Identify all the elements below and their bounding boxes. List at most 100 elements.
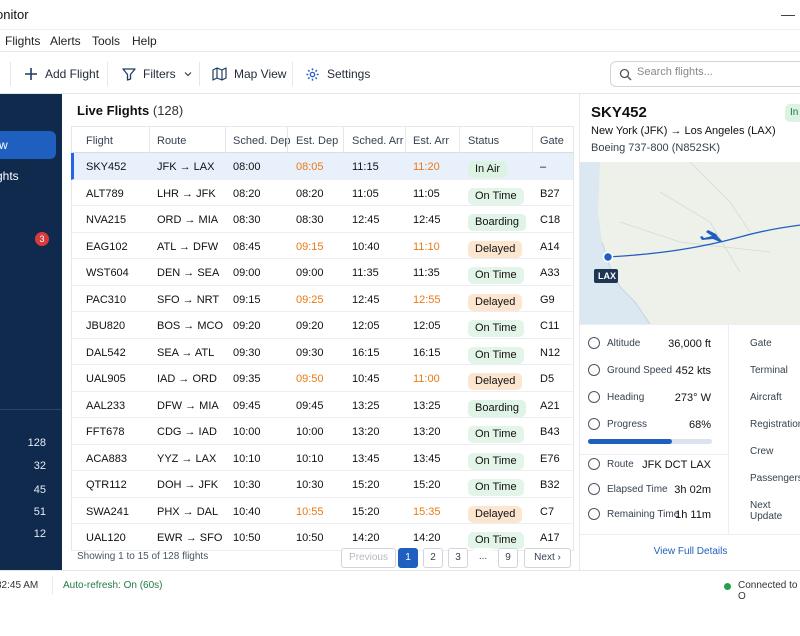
table-row[interactable]: AAL233 DFW → MIA 09:45 09:45 13:25 13:25 Board…	[71, 391, 574, 418]
cell-edep: 10:50	[296, 532, 324, 544]
sidebar-item-flights[interactable]: ghts	[0, 162, 56, 190]
settings-label: Settings	[327, 67, 371, 81]
next-button[interactable]: Next ›	[524, 548, 571, 568]
page-3-button[interactable]: 3	[448, 548, 468, 568]
detail-label-aircraft: Aircraft	[750, 392, 782, 403]
previous-button[interactable]: Previous	[341, 548, 396, 568]
page-9-button[interactable]: 9	[498, 548, 518, 568]
settings-button[interactable]: Settings	[305, 62, 370, 86]
view-full-details-link[interactable]: View Full Details	[653, 546, 728, 557]
col-gate[interactable]: Gate	[540, 135, 564, 147]
col-est-dep[interactable]: Est. Dep	[296, 135, 339, 147]
stat-label: Route	[607, 459, 634, 470]
search-box[interactable]	[610, 61, 800, 87]
cell-earr: 14:20	[413, 532, 441, 544]
plus-icon	[25, 68, 37, 80]
cell-earr: 11:10	[413, 240, 440, 253]
sidebar-count: 51	[33, 506, 46, 518]
status-pill: Delayed	[468, 505, 523, 523]
sidebar-item-alerts[interactable]: s	[0, 194, 56, 222]
table-row[interactable]: DAL542 SEA → ATL 09:30 09:30 16:15 16:15 On Ti…	[71, 338, 574, 365]
page-ellipsis: ...	[473, 548, 493, 568]
stat-progress: Progress 68%	[588, 418, 718, 433]
table-row[interactable]: UAL905 IAD → ORD 09:35 09:50 10:45 11:00 Delay…	[71, 365, 574, 392]
col-status[interactable]: Status	[468, 135, 500, 147]
sidebar: w ghts s 3 128 32 45 51 12	[0, 94, 62, 570]
cell-gate: G9	[540, 293, 555, 306]
stat-label: Ground Speed	[607, 365, 673, 376]
add-flight-button[interactable]: Add Flight	[24, 62, 99, 86]
cell-earr: 15:20	[413, 479, 441, 491]
col-route[interactable]: Route	[157, 135, 187, 147]
minimize-button[interactable]: —	[781, 6, 795, 22]
flight-map[interactable]: LAX	[580, 162, 800, 324]
cell-earr: 13:45	[413, 452, 441, 465]
page-1-button[interactable]: 1	[398, 548, 418, 568]
stat-value: 273° W	[674, 392, 711, 404]
cell-earr: 12:05	[413, 320, 441, 332]
status-pill: On Time	[468, 267, 524, 284]
table-row[interactable]: QTR112 DOH → JFK 10:30 10:30 15:20 15:20 On Ti…	[71, 471, 574, 498]
col-est-arr[interactable]: Est. Arr	[413, 135, 450, 147]
map-graphic	[580, 162, 800, 324]
cell-edep: 10:55	[296, 505, 324, 518]
stopwatch-icon	[588, 483, 600, 495]
toolbar-divider	[10, 62, 11, 86]
cell-edep: 09:50	[296, 373, 324, 385]
stat-label: Progress	[607, 419, 648, 430]
col-flight[interactable]: Flight	[86, 135, 113, 147]
filters-button[interactable]: Filters	[122, 62, 193, 86]
connected-dot-icon	[724, 583, 731, 590]
detail-label-gate: Gate	[750, 338, 772, 349]
table-row[interactable]: ALT789 LHR → JFK 08:20 08:20 11:05 11:05 On Ti…	[71, 179, 574, 206]
stat-elapsed-time: Elapsed Time 3h 02m	[588, 483, 718, 498]
search-input[interactable]	[637, 66, 787, 78]
menu-help[interactable]: Help	[132, 34, 157, 48]
cell-edep: 09:25	[296, 293, 324, 306]
cell-sarr: 13:20	[352, 426, 380, 438]
table-row[interactable]: SWA241 PHX → DAL 10:40 10:55 15:20 15:35 Delay…	[71, 497, 574, 524]
table-row[interactable]: NVA215 ORD → MIA 08:30 08:30 12:45 12:45 Board…	[71, 206, 574, 233]
flight-count: (128)	[152, 103, 184, 118]
sidebar-item-overview[interactable]: w	[0, 131, 56, 159]
table-row[interactable]: EAG102 ATL → DFW 08:45 09:15 10:40 11:10 Delay…	[71, 232, 574, 259]
map-view-button[interactable]: Map View	[212, 62, 286, 86]
menu-alerts[interactable]: Alerts	[50, 34, 81, 48]
detail-label-terminal: Terminal	[750, 365, 788, 376]
speed-icon	[588, 364, 600, 376]
menu-flights[interactable]: Flights	[5, 34, 41, 48]
table-row[interactable]: SKY452 JFK → LAX 08:00 08:05 11:15 11:20 In Ai…	[71, 153, 574, 180]
cell-earr: 16:15	[413, 346, 441, 359]
table-row[interactable]: UAL120 EWR → SFO 10:50 10:50 14:20 14:20 On Ti…	[71, 524, 574, 551]
status-bar: 32:45 AM Auto-refresh: On (60s) Connecte…	[0, 570, 800, 602]
sidebar-count: 45	[33, 484, 46, 496]
table-row[interactable]: WST604 DEN → SEA 09:00 09:00 11:35 11:35 On Ti…	[71, 259, 574, 286]
cell-edep: 10:00	[296, 426, 324, 438]
cell-gate: B43	[540, 426, 560, 438]
table-row[interactable]: PAC310 SFO → NRT 09:15 09:25 12:45 12:55 Delay…	[71, 285, 574, 312]
cell-gate: –	[540, 161, 547, 173]
table-row[interactable]: ACA883 YYZ → LAX 10:10 10:10 13:45 13:45 On Ti…	[71, 444, 574, 471]
cell-gate: C18	[540, 214, 561, 226]
status-pill: Boarding	[468, 399, 527, 417]
page-2-button[interactable]: 2	[423, 548, 443, 568]
col-sched-arr[interactable]: Sched. Arr	[352, 135, 404, 147]
stat-label: Remaining Time	[607, 509, 680, 520]
table-row[interactable]: JBU820 BOS → MCO 09:20 09:20 12:05 12:05 On Ti…	[71, 312, 574, 339]
table-row[interactable]: FFT678 CDG → IAD 10:00 10:00 13:20 13:20 On Ti…	[71, 418, 574, 445]
status-pill: On Time	[468, 452, 524, 470]
cell-edep: 08:05	[296, 161, 324, 173]
cell-flight: PAC310	[86, 293, 127, 306]
cell-sarr: 11:05	[352, 187, 379, 200]
cell-sarr: 13:25	[352, 399, 380, 412]
menu-tools[interactable]: Tools	[92, 34, 121, 48]
cell-sarr: 11:35	[352, 267, 379, 279]
map-icon	[212, 67, 227, 81]
cell-flight: UAL120	[86, 532, 126, 544]
live-flights-panel: Live Flights (128) Flight Route Sched. D…	[62, 94, 579, 570]
sidebar-count: 128	[27, 437, 46, 449]
cell-edep: 09:15	[296, 240, 324, 253]
col-sched-dep[interactable]: Sched. Dep	[233, 135, 291, 147]
title-bar: onitor —	[0, 0, 800, 30]
route-icon	[588, 458, 600, 470]
